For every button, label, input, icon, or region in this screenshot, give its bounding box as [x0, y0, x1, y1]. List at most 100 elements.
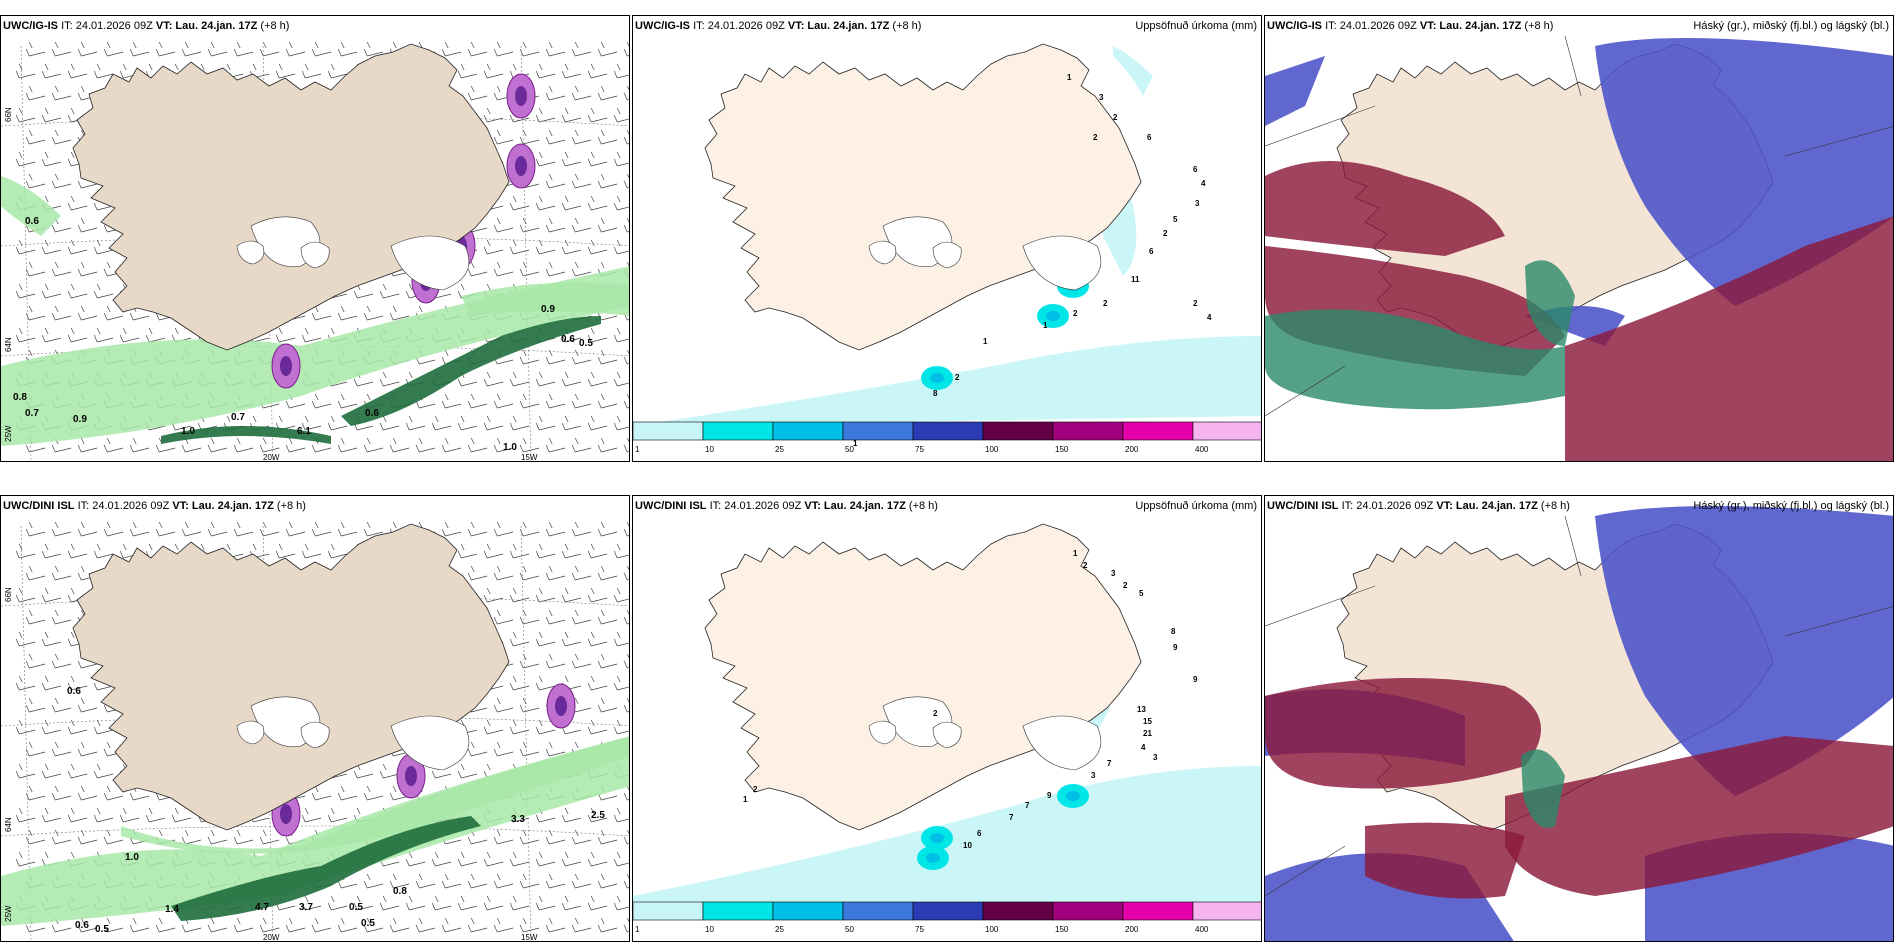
precip-value-label: 2 — [955, 373, 960, 382]
precip-value-label: 3 — [1099, 93, 1104, 102]
precip-value-label: 6 — [1149, 247, 1154, 256]
iceland-landmass — [704, 43, 1142, 351]
colorbar: 1 10 25 50 75 100 150 200 400 — [633, 421, 1261, 454]
precip-value-label: 21 — [1143, 729, 1152, 738]
wind-value-label: 1.0 — [503, 442, 517, 453]
panel-header: UWC/DINI ISL IT: 24.01.2026 09Z VT: Lau.… — [3, 500, 306, 512]
precip-value-label: 2 — [1073, 309, 1078, 318]
colorbar-tick: 400 — [1195, 445, 1209, 454]
colorbar-swatch — [1192, 901, 1261, 921]
precip-value-label: 7 — [1025, 801, 1030, 810]
precip-value-label: 3 — [1111, 569, 1116, 578]
panel-title: Háský (gr.), miðský (fj.bl.) og lágský (… — [1693, 500, 1889, 512]
colorbar-swatch — [912, 901, 984, 921]
wind-value-label: 0.6 — [561, 334, 575, 345]
colorbar-tick: 150 — [1055, 445, 1069, 454]
precip-value-label: 5 — [1139, 589, 1144, 598]
colorbar-tick: 75 — [915, 445, 924, 454]
wind-value-label: 4.7 — [255, 902, 269, 913]
precip-value-label: 6 — [1147, 133, 1152, 142]
panel-header: UWC/IG-IS IT: 24.01.2026 09Z VT: Lau. 24… — [635, 20, 922, 32]
precip-value-label: 1 — [1067, 73, 1072, 82]
wind-value-label: 1.0 — [181, 426, 195, 437]
precip-bands — [1, 683, 629, 926]
panel-header: UWC/IG-IS IT: 24.01.2026 09Z VT: Lau. 24… — [1267, 20, 1554, 32]
axis-label: 64N — [4, 337, 13, 352]
iceland-landmass — [72, 523, 510, 831]
precip-value-label: 6 — [1193, 165, 1198, 174]
precip-map: 1322664352611221128781421102550751001502… — [633, 43, 1261, 454]
axis-label: 25W — [4, 905, 13, 922]
precip-value-label: 4 — [1207, 313, 1212, 322]
panel-cloud-bottom: UWC/DINI ISL IT: 24.01.2026 09Z VT: Lau.… — [1264, 495, 1894, 942]
axis-label: 20W — [263, 453, 280, 462]
precip-value-label: 1 — [853, 439, 858, 448]
wind-value-label: 3.3 — [511, 814, 525, 825]
precip-value-label: 5 — [1173, 215, 1178, 224]
wind-value-label: 0.5 — [579, 338, 593, 349]
colorbar-swatch — [1052, 901, 1124, 921]
wind-value-label: 0.6 — [25, 216, 39, 227]
colorbar-swatch — [982, 901, 1054, 921]
precip-value-label: 2 — [753, 785, 758, 794]
wind-value-label: 0.6 — [75, 920, 89, 931]
panel-cloud-top: UWC/IG-IS IT: 24.01.2026 09Z VT: Lau. 24… — [1264, 15, 1894, 462]
precip-value-label: 9 — [1193, 675, 1198, 684]
colorbar-swatch — [772, 901, 844, 921]
precip-value-label: 7 — [1107, 759, 1112, 768]
wind-value-label: 6.1 — [297, 426, 311, 437]
colorbar-tick: 200 — [1125, 925, 1139, 934]
colorbar-tick: 400 — [1195, 925, 1209, 934]
colorbar-tick: 50 — [845, 925, 854, 934]
wind-value-label: 2.5 — [591, 810, 605, 821]
wind-map: 66N 64N 25W 20W 15W 0.6 0.8 0.7 0.9 1.0 0.7 6.1 0.6 1… — [1, 41, 629, 462]
panel-wind-top: UWC/IG-IS IT: 24.01.2026 09Z VT: Lau. 24… — [0, 15, 630, 462]
precip-value-label: 2 — [1113, 113, 1118, 122]
iceland-landmass — [704, 523, 1142, 831]
wind-value-label: 0.5 — [95, 924, 109, 935]
wind-value-label: 3.7 — [299, 902, 313, 913]
colorbar-swatch — [912, 421, 984, 441]
wind-value-label: 0.9 — [73, 414, 87, 425]
wind-map: 66N 64N 25W 20W 15W 0.6 1.0 1.4 4.7 3.7 0.5 0.8 3.3 2… — [1, 521, 629, 942]
colorbar-tick: 1 — [635, 445, 640, 454]
precip-value-label: 9 — [1173, 643, 1178, 652]
colorbar-swatch — [772, 421, 844, 441]
wind-value-label: 0.8 — [393, 886, 407, 897]
colorbar: 1 10 25 50 75 100 150 200 400 — [633, 901, 1261, 934]
wind-value-label: 0.6 — [365, 408, 379, 419]
colorbar-swatch — [1122, 901, 1194, 921]
wind-value-label: 0.5 — [361, 918, 375, 929]
precip-value-label: 11 — [1131, 275, 1140, 284]
axis-label: 20W — [263, 933, 280, 942]
precip-value-label: 6 — [977, 829, 982, 838]
colorbar-tick: 1 — [635, 925, 640, 934]
precip-value-label: 7 — [1009, 813, 1014, 822]
precip-value-label: 2 — [1093, 133, 1098, 142]
precip-value-label: 8 — [933, 389, 938, 398]
colorbar-tick: 10 — [705, 925, 714, 934]
precip-value-label: 2 — [1193, 299, 1198, 308]
wind-value-label: 0.5 — [349, 902, 363, 913]
precip-value-label: 10 — [963, 841, 972, 850]
colorbar-tick: 25 — [775, 925, 784, 934]
colorbar-swatch — [1052, 421, 1124, 441]
colorbar-swatch — [1122, 421, 1194, 441]
panel-title: Uppsöfnuð úrkoma (mm) — [1135, 20, 1257, 32]
axis-label: 15W — [521, 453, 538, 462]
colorbar-tick: 200 — [1125, 445, 1139, 454]
precip-value-label: 1 — [1043, 321, 1048, 330]
wind-value-label: 0.7 — [231, 412, 245, 423]
panel-header: UWC/DINI ISL IT: 24.01.2026 09Z VT: Lau.… — [1267, 500, 1570, 512]
colorbar-tick: 10 — [705, 445, 714, 454]
precip-value-label: 3 — [1153, 753, 1158, 762]
panel-wind-bottom: UWC/DINI ISL IT: 24.01.2026 09Z VT: Lau.… — [0, 495, 630, 942]
precip-value-label: 1 — [1073, 549, 1078, 558]
precip-value-label: 4 — [1141, 743, 1146, 752]
precip-value-label: 9 — [1047, 791, 1052, 800]
precip-value-label: 2 — [1163, 229, 1168, 238]
precip-value-label: 15 — [1143, 717, 1152, 726]
wind-value-label: 1.4 — [165, 904, 179, 915]
colorbar-swatch — [842, 421, 914, 441]
